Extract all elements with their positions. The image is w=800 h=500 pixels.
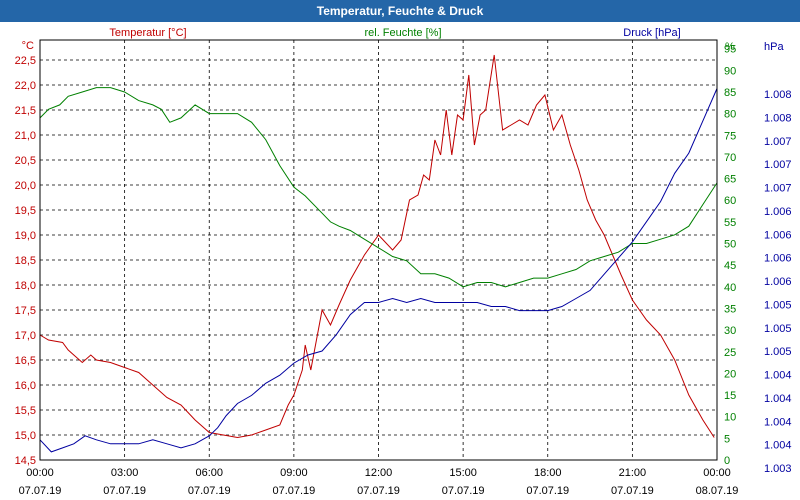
temperature-tick-label: 19,5 bbox=[15, 205, 36, 217]
time-axis: 00:00 07.07.19 03:00 07.07.19 06:00 07.07.19 0… bbox=[19, 467, 739, 497]
grid bbox=[40, 40, 717, 460]
plot-area bbox=[39, 39, 718, 461]
pressure-tick-label: 1.008 bbox=[764, 112, 792, 124]
humidity-tick-label: 50 bbox=[724, 239, 736, 251]
temperature-tick-label: 21,0 bbox=[15, 130, 36, 142]
temperature-tick-label: 21,5 bbox=[15, 105, 36, 117]
humidity-tick-label: 45 bbox=[724, 260, 736, 272]
humidity-unit: % bbox=[725, 41, 735, 53]
temperature-tick-label: 22,5 bbox=[15, 55, 36, 67]
temperature-tick-label: 15,5 bbox=[15, 405, 36, 417]
time-tick-label: 03:00 bbox=[111, 467, 139, 479]
legend: °C Temperatur [°C] rel. Feuchte [%] Druc… bbox=[22, 27, 785, 53]
pressure-tick-label: 1.006 bbox=[764, 276, 792, 288]
humidity-tick-label: 35 bbox=[724, 303, 736, 315]
date-tick-label: 07.07.19 bbox=[357, 485, 400, 497]
humidity-line bbox=[39, 87, 718, 288]
humidity-tick-label: 5 bbox=[724, 433, 730, 445]
date-tick-label: 07.07.19 bbox=[611, 485, 654, 497]
pressure-tick-label: 1.004 bbox=[764, 440, 792, 452]
pressure-tick-label: 1.005 bbox=[764, 346, 792, 358]
temperature-tick-label: 20,5 bbox=[15, 155, 36, 167]
date-tick-label: 07.07.19 bbox=[19, 485, 62, 497]
pressure-tick-label: 1.007 bbox=[764, 159, 792, 171]
humidity-tick-label: 90 bbox=[724, 65, 736, 77]
time-tick-label: 18:00 bbox=[534, 467, 562, 479]
temperature-tick-label: 17,0 bbox=[15, 330, 36, 342]
date-tick-label: 07.07.19 bbox=[526, 485, 569, 497]
humidity-tick-label: 20 bbox=[724, 368, 736, 380]
pressure-line bbox=[39, 88, 718, 453]
humidity-tick-label: 65 bbox=[724, 174, 736, 186]
humidity-tick-label: 10 bbox=[724, 412, 736, 424]
time-tick-label: 21:00 bbox=[619, 467, 647, 479]
temperature-tick-label: 14,5 bbox=[15, 455, 36, 467]
temperature-tick-label: 18,0 bbox=[15, 280, 36, 292]
humidity-tick-label: 95 bbox=[724, 44, 736, 56]
legend-temperature: Temperatur [°C] bbox=[109, 27, 186, 39]
humidity-tick-label: 75 bbox=[724, 130, 736, 142]
temperature-tick-label: 16,5 bbox=[15, 355, 36, 367]
pressure-tick-label: 1.005 bbox=[764, 299, 792, 311]
pressure-tick-label: 1.008 bbox=[764, 89, 792, 101]
humidity-tick-label: 55 bbox=[724, 217, 736, 229]
legend-humidity: rel. Feuchte [%] bbox=[364, 27, 441, 39]
humidity-tick-label: 40 bbox=[724, 282, 736, 294]
pressure-tick-label: 1.007 bbox=[764, 183, 792, 195]
temperature-tick-label: 16,0 bbox=[15, 380, 36, 392]
time-tick-label: 00:00 bbox=[26, 467, 54, 479]
humidity-tick-label: 60 bbox=[724, 195, 736, 207]
humidity-tick-label: 70 bbox=[724, 152, 736, 164]
pressure-tick-label: 1.005 bbox=[764, 323, 792, 335]
pressure-tick-label: 1.004 bbox=[764, 370, 792, 382]
temperature-tick-label: 20,0 bbox=[15, 180, 36, 192]
pressure-tick-label: 1.006 bbox=[764, 206, 792, 218]
chart-title: Temperatur, Feuchte & Druck bbox=[0, 0, 800, 22]
legend-pressure: Druck [hPa] bbox=[623, 27, 680, 39]
humidity-tick-label: 30 bbox=[724, 325, 736, 337]
time-tick-label: 12:00 bbox=[365, 467, 393, 479]
temperature-line bbox=[39, 54, 715, 439]
pressure-unit: hPa bbox=[764, 41, 784, 53]
time-tick-label: 06:00 bbox=[195, 467, 223, 479]
time-tick-label: 15:00 bbox=[449, 467, 477, 479]
temperature-tick-label: 19,0 bbox=[15, 230, 36, 242]
temperature-unit: °C bbox=[22, 40, 34, 52]
temperature-tick-label: 17,5 bbox=[15, 305, 36, 317]
chart-canvas: 22,5 22,0 21,5 21,0 20,5 20,0 19,5 19,0 18,5 18,0… bbox=[15, 27, 792, 497]
pressure-tick-label: 1.004 bbox=[764, 393, 792, 405]
temperature-tick-label: 18,5 bbox=[15, 255, 36, 267]
pressure-tick-label: 1.007 bbox=[764, 136, 792, 148]
date-tick-label: 07.07.19 bbox=[188, 485, 231, 497]
humidity-tick-label: 25 bbox=[724, 347, 736, 359]
humidity-tick-label: 0 bbox=[724, 455, 730, 467]
date-tick-label: 07.07.19 bbox=[272, 485, 315, 497]
temperature-axis: 22,5 22,0 21,5 21,0 20,5 20,0 19,5 19,0 18,5 18,0… bbox=[15, 55, 36, 467]
pressure-axis: 1.008 1.008 1.007 1.007 1.007 1.006 1.006 1.006… bbox=[764, 89, 792, 475]
humidity-tick-label: 80 bbox=[724, 109, 736, 121]
pressure-tick-label: 1.004 bbox=[764, 416, 792, 428]
temperature-tick-label: 22,0 bbox=[15, 80, 36, 92]
pressure-tick-label: 1.003 bbox=[764, 463, 792, 475]
temperature-tick-label: 15,0 bbox=[15, 430, 36, 442]
series-lines bbox=[39, 54, 718, 453]
pressure-tick-label: 1.006 bbox=[764, 229, 792, 241]
date-tick-label: 07.07.19 bbox=[103, 485, 146, 497]
humidity-tick-label: 15 bbox=[724, 390, 736, 402]
humidity-tick-label: 85 bbox=[724, 87, 736, 99]
date-tick-label: 08.07.19 bbox=[696, 485, 739, 497]
time-tick-label: 00:00 bbox=[703, 467, 731, 479]
pressure-tick-label: 1.006 bbox=[764, 253, 792, 265]
time-tick-label: 09:00 bbox=[280, 467, 308, 479]
date-tick-label: 07.07.19 bbox=[442, 485, 485, 497]
